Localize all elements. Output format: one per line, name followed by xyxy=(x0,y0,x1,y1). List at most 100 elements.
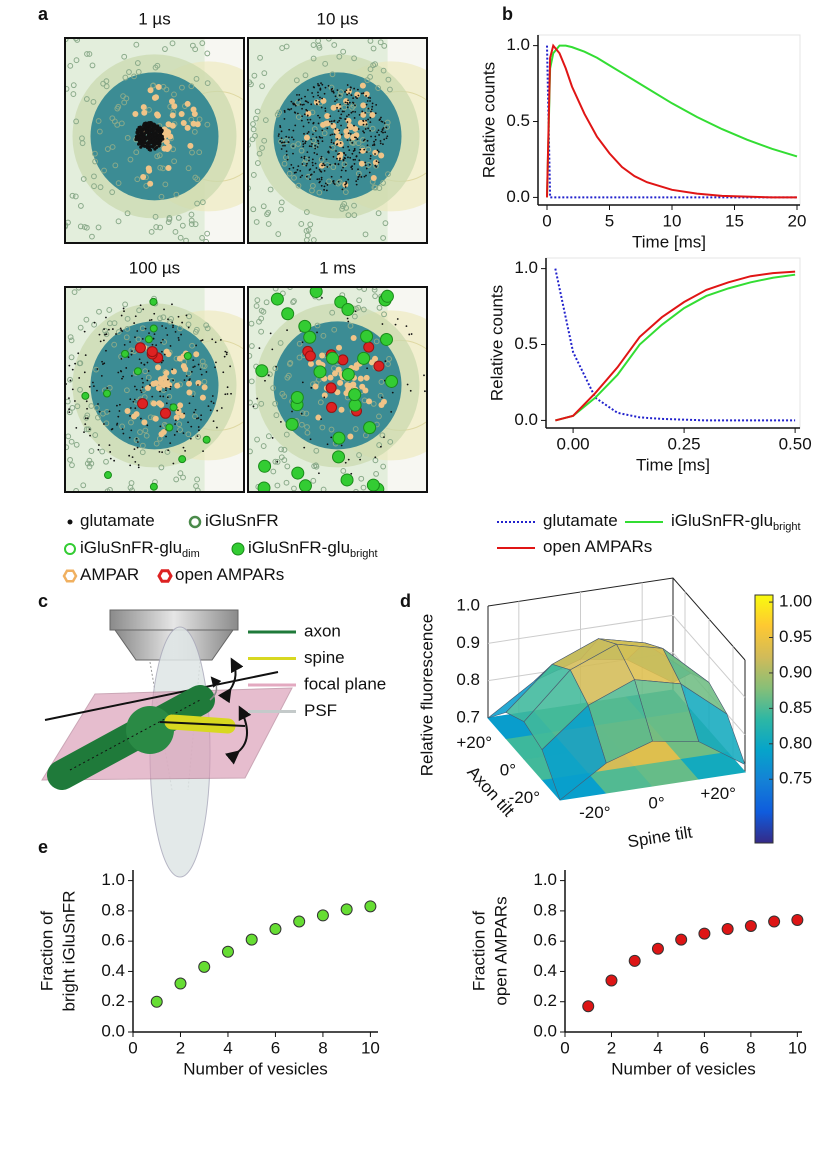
bright-iglusnfr xyxy=(183,351,192,360)
glutamate xyxy=(136,441,139,443)
iglusnfr xyxy=(272,400,279,407)
glutamate xyxy=(144,327,147,330)
glutamate xyxy=(369,100,371,102)
glutamate xyxy=(319,96,321,99)
colorbar-tick-label: 0.80 xyxy=(779,733,812,752)
y-tick-label: 0.8 xyxy=(101,900,125,919)
glutamate xyxy=(98,444,100,446)
iglusnfr xyxy=(123,334,130,341)
ampar xyxy=(190,106,197,113)
glutamate xyxy=(350,86,352,89)
iglusnfr xyxy=(250,126,257,133)
glutamate xyxy=(75,426,78,429)
legend-text: iGluSnFR xyxy=(205,511,279,530)
glutamate xyxy=(185,375,188,377)
iglusnfr xyxy=(86,463,93,470)
iglusnfr xyxy=(283,43,290,50)
glutamate xyxy=(148,127,152,131)
glutamate xyxy=(330,139,333,141)
x-tick-label: 0.00 xyxy=(557,434,590,453)
iglusnfr xyxy=(250,121,256,127)
glutamate xyxy=(344,90,346,93)
iglusnfr xyxy=(193,76,200,82)
glutamate xyxy=(290,100,293,103)
glutamate xyxy=(283,141,286,144)
iglusnfr xyxy=(157,164,164,171)
iglusnfr xyxy=(111,341,118,348)
bright-iglusnfr xyxy=(380,289,394,303)
y-tick-label: +20° xyxy=(456,733,492,752)
glutamate xyxy=(113,459,116,462)
iglusnfr xyxy=(107,486,113,492)
glutamate xyxy=(304,100,307,102)
glutamate xyxy=(360,92,363,95)
glutamate xyxy=(381,120,384,123)
ampar xyxy=(337,379,344,386)
glutamate xyxy=(310,138,313,141)
glutamate xyxy=(360,176,363,178)
y-tick-label: 0.0 xyxy=(533,1021,557,1040)
glutamate xyxy=(77,352,80,355)
iglusnfr xyxy=(369,125,376,132)
iglusnfr xyxy=(162,46,168,52)
glutamate xyxy=(181,321,184,324)
iglusnfr xyxy=(336,179,343,185)
bright-iglusnfr xyxy=(291,466,305,480)
iglusnfr xyxy=(194,200,200,207)
glutamate xyxy=(385,137,388,140)
glutamate xyxy=(86,417,89,420)
iglusnfr xyxy=(370,45,377,52)
iglusnfr xyxy=(157,224,164,231)
iglusnfr xyxy=(153,440,160,447)
iglusnfr xyxy=(266,371,273,378)
legend-text: glutamate xyxy=(543,511,618,530)
bright-iglusnfr xyxy=(149,324,158,333)
snapshot-content xyxy=(65,287,244,492)
ampar xyxy=(350,334,357,341)
glutamate xyxy=(187,326,190,329)
glutamate xyxy=(314,162,317,165)
glutamate xyxy=(162,338,164,341)
legend-label: focal plane xyxy=(304,674,386,693)
x-tick-label: 6 xyxy=(271,1038,280,1057)
glutamate xyxy=(271,437,274,439)
glutamate xyxy=(335,143,338,146)
glutamate xyxy=(148,140,152,144)
ampar xyxy=(173,414,180,421)
iglusnfr xyxy=(101,167,107,174)
iglusnfr xyxy=(360,484,367,491)
glutamate xyxy=(177,409,179,412)
ampar xyxy=(158,431,165,438)
glutamate xyxy=(330,120,333,123)
iglusnfr xyxy=(191,128,198,135)
data-point xyxy=(791,913,804,926)
glutamate xyxy=(332,180,334,183)
data-point xyxy=(150,995,163,1008)
glutamate xyxy=(84,423,87,425)
iglusnfr xyxy=(172,228,179,235)
glutamate xyxy=(108,444,111,447)
ampar xyxy=(370,175,377,182)
iglusnfr xyxy=(320,332,327,339)
iglusnfr xyxy=(170,146,177,153)
iglusnfr xyxy=(171,91,177,98)
iglusnfr xyxy=(276,109,282,116)
glutamate xyxy=(311,158,314,161)
bright-iglusnfr xyxy=(121,349,130,358)
glutamate xyxy=(171,368,174,371)
ampar xyxy=(155,364,162,371)
iglusnfr xyxy=(262,117,269,124)
glutamate xyxy=(120,357,123,360)
ampar xyxy=(150,400,157,407)
glutamate xyxy=(141,386,144,389)
glutamate xyxy=(152,131,156,135)
panel-label: c xyxy=(38,591,48,611)
glutamate xyxy=(151,144,156,148)
ampar xyxy=(175,409,182,416)
glutamate xyxy=(376,149,379,152)
glutamate xyxy=(173,434,176,436)
x-tick-label: +20° xyxy=(700,784,736,803)
ampar xyxy=(321,392,328,399)
iglusnfr xyxy=(261,70,268,77)
